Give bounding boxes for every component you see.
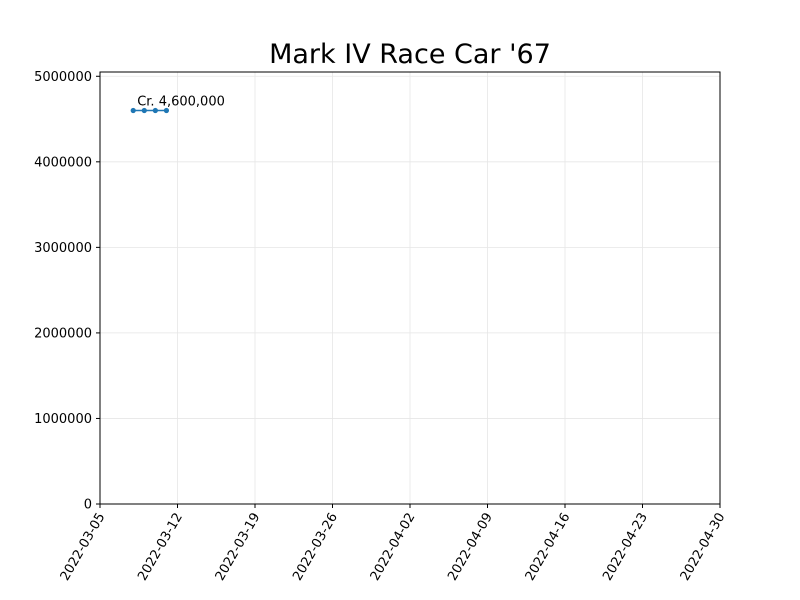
- price-annotation: Cr. 4,600,000: [137, 94, 225, 109]
- grid-lines: [99, 72, 721, 505]
- data-point: [163, 107, 170, 114]
- x-tick-label: 2022-04-23: [600, 511, 651, 584]
- data-point: [130, 107, 136, 114]
- chart-title: Mark IV Race Car '67: [269, 39, 551, 70]
- series-layer: [130, 107, 170, 114]
- data-point: [152, 107, 158, 114]
- x-tick-label: 2022-03-19: [213, 511, 264, 584]
- x-tick-label: 2022-03-12: [135, 511, 186, 584]
- y-axis: 0 1000000 2000000 3000000 4000000 5000000: [34, 70, 100, 513]
- x-axis: 2022-03-05 2022-03-12 2022-03-19 2022-03-26…: [58, 504, 729, 584]
- y-tick-label: 1000000: [34, 412, 92, 427]
- x-tick-label: 2022-03-05: [58, 511, 109, 584]
- x-tick-label: 2022-04-30: [678, 511, 729, 584]
- data-point: [141, 107, 147, 114]
- x-tick-label: 2022-04-02: [368, 511, 419, 584]
- x-tick-label: 2022-03-26: [290, 511, 341, 584]
- y-tick-label: 4000000: [34, 155, 92, 170]
- x-tick-label: 2022-04-16: [523, 511, 574, 584]
- x-tick-label: 2022-04-09: [445, 511, 496, 584]
- annotation-layer: Cr. 4,600,000: [137, 94, 225, 109]
- y-tick-label: 2000000: [34, 326, 92, 341]
- y-tick-label: 3000000: [34, 241, 92, 256]
- y-tick-label: 5000000: [34, 70, 92, 85]
- y-tick-label: 0: [84, 498, 92, 513]
